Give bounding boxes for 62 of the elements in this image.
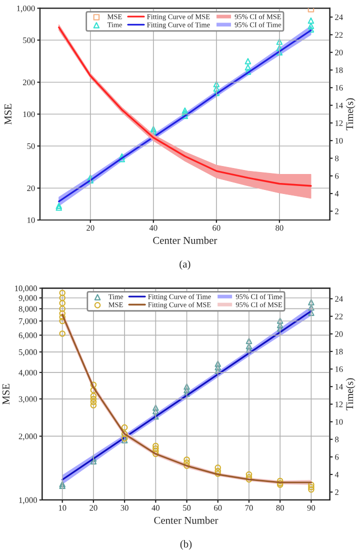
y-tick-label: 20 (27, 185, 35, 192)
y2-tick-label: 4 (334, 190, 339, 196)
text: (b) (180, 540, 192, 550)
y2-tick-label: 10 (335, 138, 343, 144)
y2-tick-label: 18 (335, 67, 343, 73)
x-axis-title: Center Number (154, 516, 218, 524)
text: (a) (180, 260, 190, 270)
y2-tick-label: 2 (335, 489, 338, 495)
x-tick-label: 40 (149, 225, 158, 231)
y2-tick-label: 6 (335, 173, 339, 179)
x-tick-label: 10 (58, 505, 66, 511)
y-tick-label: 100 (23, 111, 35, 118)
y-tick-label: 1,000 (17, 6, 35, 12)
y2-tick-label: 2 (335, 208, 338, 214)
y2-tick-label: 24 (335, 296, 343, 302)
y2-tick-label: 20 (335, 331, 343, 337)
y2-tick-label: 24 (335, 14, 343, 20)
y-axis-title: MSE (2, 384, 10, 404)
y-tick-label: 3,000 (18, 396, 37, 404)
x-tick-label: 20 (90, 505, 98, 511)
y-tick-label: 10 (28, 217, 35, 223)
y-tick-label: 8,000 (18, 306, 37, 313)
y2-tick-label: 8 (335, 436, 339, 442)
y2-axis-title: Time(s) (346, 378, 356, 410)
y2-tick-label: 12 (335, 120, 343, 126)
x-tick-label: 30 (120, 505, 128, 511)
y-tick-label: 50 (27, 143, 35, 149)
x-tick-label: 20 (86, 225, 94, 231)
y2-tick-label: 18 (335, 348, 343, 354)
y2-tick-label: 8 (335, 156, 339, 162)
y-tick-label: 500 (23, 37, 35, 44)
y-tick-label: 7,000 (19, 318, 37, 326)
y-tick-label: 10,000 (15, 286, 37, 292)
y-tick-label: 6,000 (18, 332, 37, 340)
y-tick-label: 9,000 (18, 295, 37, 302)
x-tick-label: 60 (212, 225, 220, 231)
x-tick-label: 40 (152, 505, 160, 511)
y2-tick-label: 16 (335, 85, 343, 91)
y-tick-label: 4,000 (18, 370, 37, 377)
y2-axis-title: Time(s) (346, 98, 356, 130)
y2-tick-label: 4 (334, 472, 339, 478)
y-tick-label: 5,000 (19, 349, 37, 356)
y-tick-label: 1,000 (19, 497, 37, 504)
y-tick-label: 2,000 (18, 434, 37, 440)
y-axis-title: MSE (4, 104, 12, 125)
x-axis-title: Center Number (153, 236, 218, 244)
y2-tick-label: 22 (335, 32, 343, 38)
x-tick-label: 90 (307, 505, 316, 511)
y2-tick-label: 14 (335, 384, 343, 390)
x-tick-label: 50 (183, 505, 191, 511)
x-tick-label: 60 (214, 505, 222, 511)
x-tick-label: 80 (276, 505, 284, 511)
y2-tick-label: 20 (335, 50, 343, 56)
x-tick-label: 80 (276, 225, 284, 231)
y2-tick-label: 6 (335, 454, 339, 460)
y2-tick-label: 14 (335, 102, 343, 108)
y2-tick-label: 10 (335, 419, 343, 425)
y2-tick-label: 16 (335, 366, 343, 372)
x-tick-label: 70 (245, 505, 253, 511)
y-tick-label: 200 (22, 80, 35, 86)
y2-tick-label: 22 (335, 314, 343, 320)
y2-tick-label: 12 (335, 402, 343, 408)
